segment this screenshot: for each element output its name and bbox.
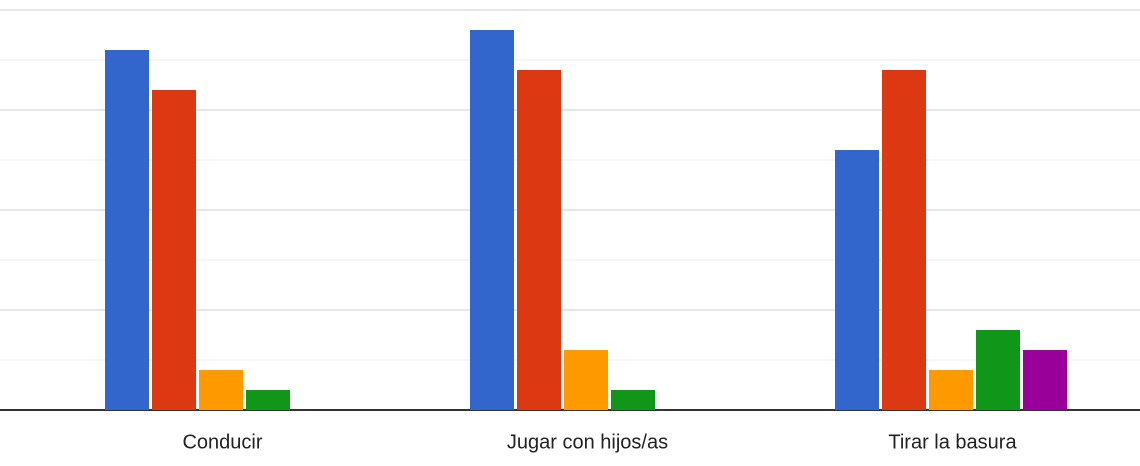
bar [1023, 350, 1067, 410]
bar [517, 70, 561, 410]
bar [835, 150, 879, 410]
bar [246, 390, 290, 410]
bar [199, 370, 243, 410]
bar [564, 350, 608, 410]
bar [611, 390, 655, 410]
bar [882, 70, 926, 410]
bar [152, 90, 196, 410]
x-tick-label: Tirar la basura [888, 431, 1017, 453]
bar [976, 330, 1020, 410]
bar [929, 370, 973, 410]
x-tick-label: Jugar con hijos/as [507, 431, 668, 453]
x-tick-label: Conducir [182, 431, 262, 453]
bar [105, 50, 149, 410]
bar [470, 30, 514, 410]
